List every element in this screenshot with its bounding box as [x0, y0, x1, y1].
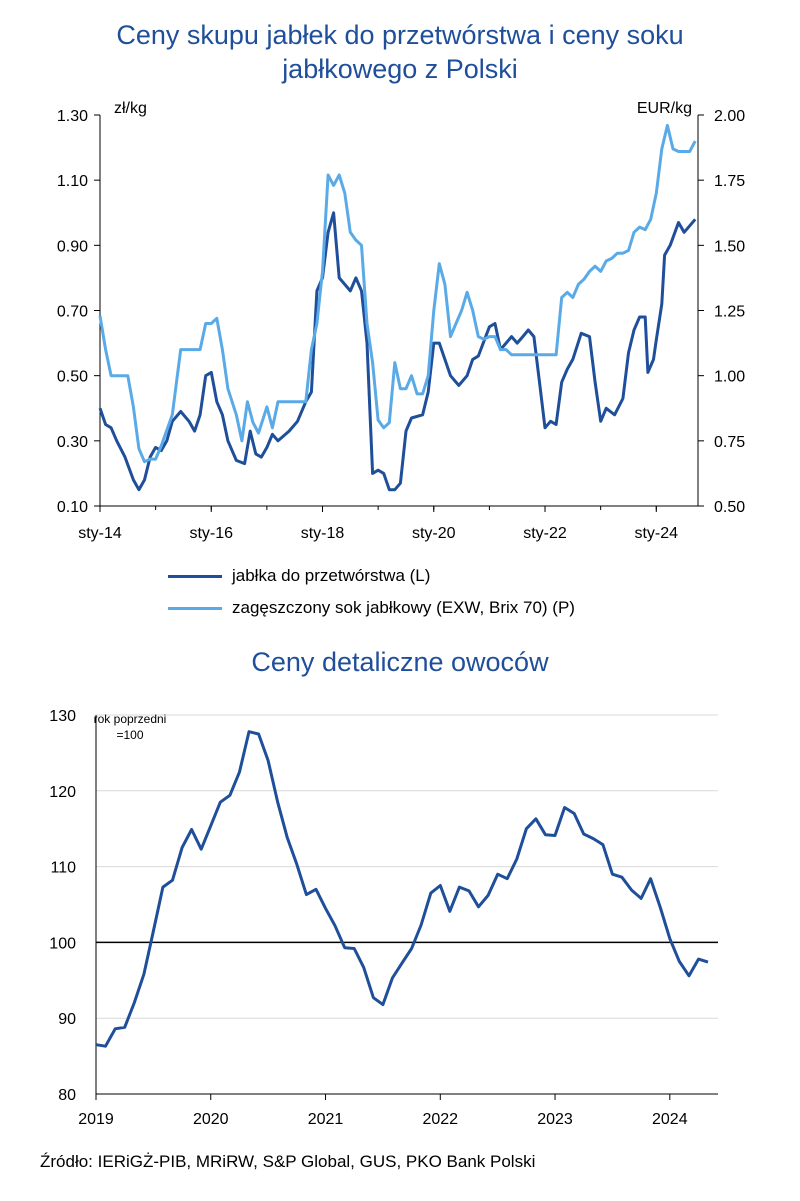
legend-swatch-juice [168, 606, 222, 610]
y-left-tick-label: 0.30 [57, 434, 88, 451]
legend-item-apples: jabłka do przetwórstwa (L) [168, 564, 430, 588]
y-left-tick-label: 0.90 [57, 238, 88, 255]
x-tick-label: sty-14 [78, 525, 122, 542]
x-tick-label: 2022 [422, 1111, 458, 1128]
legend-label-juice: zagęszczony sok jabłkowy (EXW, Brix 70) … [232, 598, 575, 617]
y-right-tick-label: 1.50 [714, 238, 745, 255]
series-line-fruit-prices [95, 730, 709, 1048]
chart2-plot: 80 90 100 110 120 130 2019 2020 2021 2022 2023 2024… [49, 708, 718, 1128]
annotation-line1: rok poprzedni [94, 712, 167, 726]
y-left-unit: zł/kg [114, 100, 147, 117]
y-left-tick-label: 0.70 [57, 304, 88, 321]
x-tick-label: 2024 [652, 1111, 688, 1128]
y-tick-label: 90 [58, 1011, 76, 1028]
x-tick-label: 2023 [537, 1111, 573, 1128]
source-note: Źródło: IERiGŻ-PIB, MRiRW, S&P Global, G… [40, 1152, 536, 1171]
y-left-tick-label: 0.50 [57, 369, 88, 386]
y-left-tick-label: 1.30 [57, 108, 88, 125]
y-tick-label: 130 [49, 708, 76, 725]
chart1-title-line2: jabłkowego z Polski [282, 54, 518, 84]
y-tick-label: 80 [58, 1087, 76, 1104]
legend-label-apples: jabłka do przetwórstwa (L) [232, 566, 431, 585]
legend-item-juice: zagęszczony sok jabłkowy (EXW, Brix 70) … [168, 596, 575, 620]
series-line-juice [98, 123, 697, 464]
x-tick-label: 2020 [193, 1111, 229, 1128]
x-tick-label: sty-24 [634, 525, 678, 542]
y-left-tick-label: 1.10 [57, 173, 88, 190]
y-right-tick-label: 0.50 [714, 499, 745, 516]
y-right-tick-label: 2.00 [714, 108, 745, 125]
x-tick-label: 2019 [78, 1111, 114, 1128]
y-right-tick-label: 0.75 [714, 434, 745, 451]
series-line-apples [98, 211, 697, 492]
legend-swatch-apples [168, 574, 222, 578]
y-right-unit: EUR/kg [637, 100, 692, 117]
chart1-plot: 0.10 0.30 0.50 0.70 0.90 1.10 1.30 0.50 0.75 1.00… [57, 100, 745, 542]
y-tick-label: 120 [49, 784, 76, 801]
chart2-title: Ceny detaliczne owoców [251, 647, 549, 677]
y-left-tick-label: 0.10 [57, 499, 88, 516]
y-tick-label: 100 [49, 935, 76, 952]
y-right-tick-label: 1.75 [714, 173, 745, 190]
x-tick-label: sty-16 [189, 525, 233, 542]
chart1-title-line1: Ceny skupu jabłek do przetwórstwa i ceny… [116, 20, 684, 50]
x-tick-label: sty-18 [301, 525, 345, 542]
x-tick-label: sty-22 [523, 525, 567, 542]
y-right-tick-label: 1.25 [714, 304, 745, 321]
annotation-line2: =100 [116, 728, 143, 742]
x-tick-label: 2021 [308, 1111, 344, 1128]
x-tick-label: sty-20 [412, 525, 456, 542]
y-tick-label: 110 [50, 860, 76, 877]
y-right-tick-label: 1.00 [714, 369, 745, 386]
